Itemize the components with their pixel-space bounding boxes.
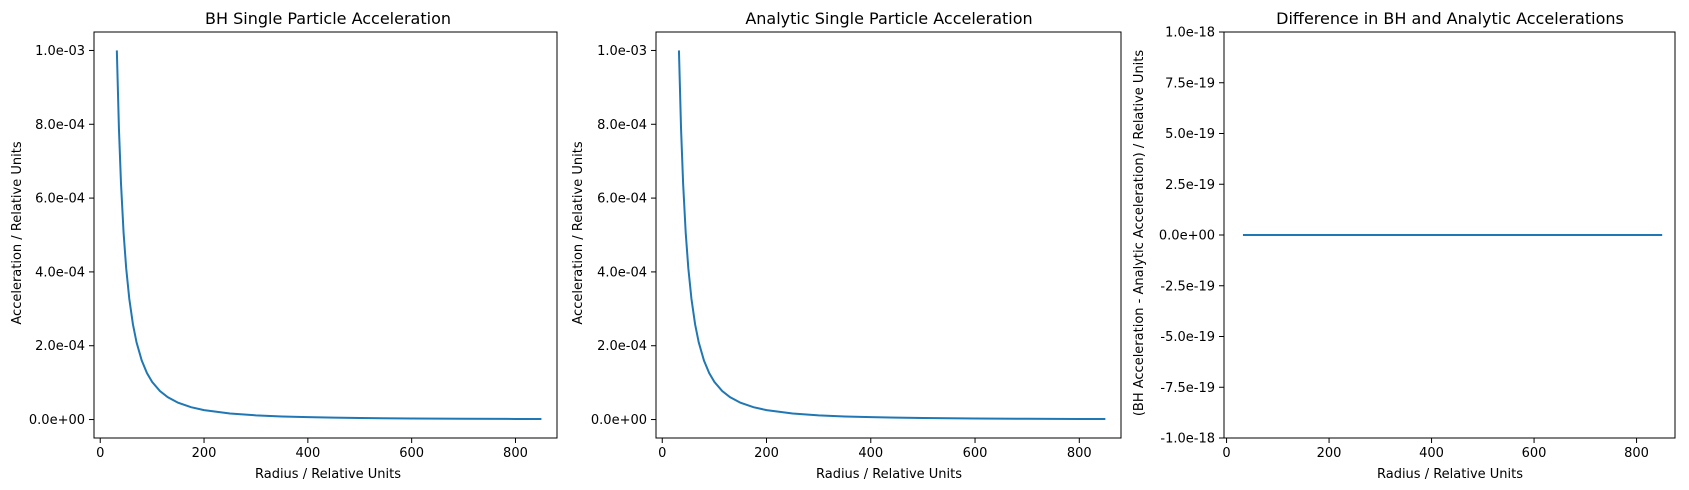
y-tick-label: 1.0e-03 xyxy=(597,44,647,59)
x-axis-label: Radius / Relative Units xyxy=(816,467,962,482)
panel-difference: Difference in BH and Analytic Accelerati… xyxy=(1132,9,1676,482)
y-tick-label: 8.0e-04 xyxy=(35,118,85,133)
y-tick-label: 2.0e-04 xyxy=(597,339,647,354)
y-tick-label: -7.5e-19 xyxy=(1160,381,1215,396)
x-tick-label: 800 xyxy=(1624,446,1649,461)
x-tick-label: 0 xyxy=(96,446,104,461)
x-tick-label: 400 xyxy=(1419,446,1444,461)
ticks-layer: 0 200 400 600 800 -1.0e-18 -7.5e-19 -5.0e-19 -2.… xyxy=(1159,26,1649,462)
y-tick-label: -5.0e-19 xyxy=(1160,330,1215,345)
series-layer xyxy=(115,50,542,421)
y-tick-label: 5.0e-19 xyxy=(1165,127,1215,142)
y-tick-label: 0.0e+00 xyxy=(591,413,647,428)
panel-analytic-acceleration: Analytic Single Particle Acceleration Ra… xyxy=(571,9,1122,482)
y-tick-label: 4.0e-04 xyxy=(35,265,85,280)
series-layer xyxy=(677,50,1106,421)
ticks-layer: 0 200 400 600 800 0.0e+00 2.0e-04 4.0e-04 6.0e-0… xyxy=(591,44,1092,461)
x-tick-label: 400 xyxy=(858,446,883,461)
series-line xyxy=(115,50,542,421)
x-tick-label: 200 xyxy=(1317,446,1342,461)
y-tick-label: 2.0e-04 xyxy=(35,339,85,354)
y-tick-label: 7.5e-19 xyxy=(1165,76,1215,91)
y-tick-label: 2.5e-19 xyxy=(1165,178,1215,193)
ticks-layer: 0 200 400 600 800 0.0e+00 2.0e-04 4.0e-04 6.0e-0… xyxy=(29,44,528,461)
plot-frame xyxy=(93,31,558,439)
x-tick-label: 200 xyxy=(754,446,779,461)
plot-frame xyxy=(655,31,1122,439)
y-tick-label: 6.0e-04 xyxy=(35,192,85,207)
x-tick-label: 600 xyxy=(399,446,424,461)
chart-title: Difference in BH and Analytic Accelerati… xyxy=(1276,9,1624,28)
y-tick-label: 6.0e-04 xyxy=(597,192,647,207)
y-tick-label: 4.0e-04 xyxy=(597,265,647,280)
y-tick-label: 1.0e-18 xyxy=(1165,26,1215,41)
y-axis-label: (BH Acceleration - Analytic Acceleration… xyxy=(1132,50,1147,417)
x-axis-label: Radius / Relative Units xyxy=(1377,467,1523,482)
y-tick-label: 0.0e+00 xyxy=(29,413,85,428)
x-tick-label: 0 xyxy=(1222,446,1230,461)
y-axis-label: Acceleration / Relative Units xyxy=(10,141,25,324)
y-axis-label: Acceleration / Relative Units xyxy=(571,141,586,324)
y-tick-label: 8.0e-04 xyxy=(597,118,647,133)
chart-title: Analytic Single Particle Acceleration xyxy=(745,9,1032,28)
x-tick-label: 0 xyxy=(658,446,666,461)
x-axis-label: Radius / Relative Units xyxy=(255,467,401,482)
x-tick-label: 200 xyxy=(192,446,217,461)
panel-bh-acceleration: BH Single Particle Acceleration Radius /… xyxy=(10,9,558,482)
x-tick-label: 800 xyxy=(503,446,528,461)
y-tick-label: 0.0e+00 xyxy=(1159,229,1215,244)
x-tick-label: 800 xyxy=(1067,446,1092,461)
series-line xyxy=(677,50,1106,421)
chart-title: BH Single Particle Acceleration xyxy=(205,9,451,28)
x-tick-label: 600 xyxy=(963,446,988,461)
plot-frame xyxy=(1223,31,1676,439)
y-tick-label: -1.0e-18 xyxy=(1160,432,1215,447)
y-tick-label: 1.0e-03 xyxy=(35,44,85,59)
x-tick-label: 600 xyxy=(1522,446,1547,461)
x-tick-label: 400 xyxy=(295,446,320,461)
y-tick-label: -2.5e-19 xyxy=(1160,279,1215,294)
